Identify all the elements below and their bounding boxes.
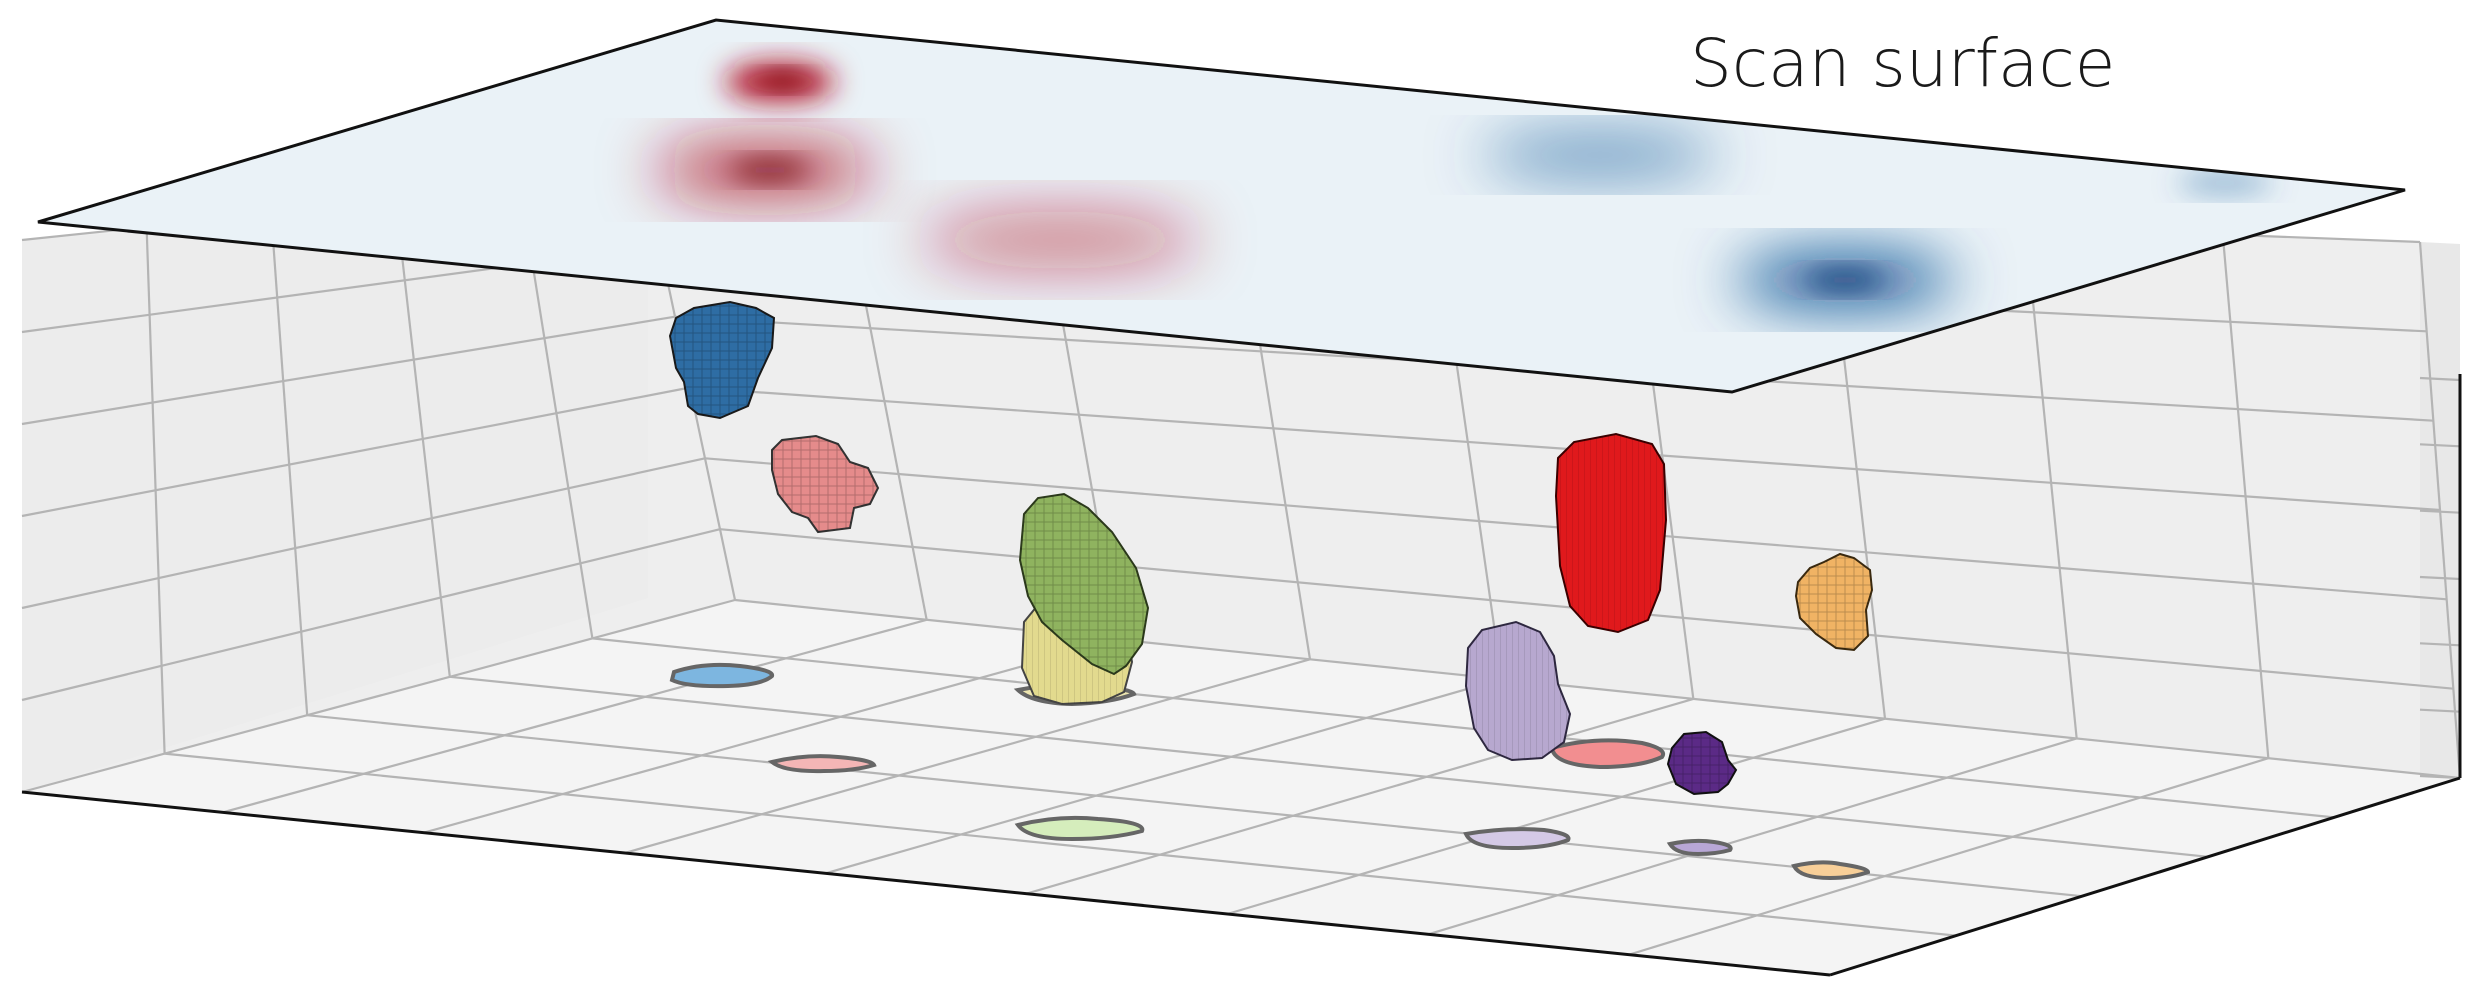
back-grid-line	[734, 598, 2461, 780]
floor-grid-line	[1427, 737, 2077, 936]
floor-grid-line	[307, 714, 2083, 898]
floor-grid-line	[222, 618, 927, 814]
body-purple	[1666, 730, 1738, 796]
anomaly-neg-3	[2177, 173, 2273, 193]
floor-grid-line	[1227, 717, 1886, 916]
scan-surface-edge	[37, 18, 2406, 394]
footprint-lilac	[1463, 827, 1571, 851]
footprint-green	[1014, 815, 1145, 842]
anomaly-pos-3	[920, 210, 1200, 270]
right-grid-line	[2419, 575, 2461, 581]
body-orange	[1794, 552, 1874, 652]
left-grid-line	[21, 528, 721, 702]
floor-grid-line	[592, 637, 2335, 819]
floor-grid-line	[1628, 757, 2269, 956]
floor-grid-line	[624, 658, 1311, 855]
footprint-orange	[1791, 860, 1871, 881]
body-blue	[668, 300, 776, 420]
right-grid-line	[2419, 509, 2461, 514]
right-grid-line	[2419, 376, 2461, 382]
anomaly-core-neg	[1805, 270, 1885, 290]
left-grid-line	[394, 200, 451, 677]
anomaly-neg-1	[1480, 135, 1720, 175]
body-green	[1018, 492, 1150, 676]
left-grid-line	[21, 386, 691, 518]
x-axis-line	[21, 790, 1831, 977]
floor-grid-line	[1026, 697, 1694, 895]
right-grid-line	[2419, 774, 2461, 780]
body-pink	[771, 434, 880, 534]
left-grid-line	[21, 457, 706, 610]
anomaly-core-pos	[763, 72, 803, 88]
footprint-pink	[767, 754, 877, 774]
right-grid-line	[2419, 443, 2461, 448]
left-grid-line	[145, 226, 166, 754]
footprint-blue	[669, 662, 775, 689]
left-pane	[22, 195, 648, 792]
floor-pane	[22, 600, 2460, 975]
floor-grid-line	[164, 752, 1957, 937]
left-grid-line	[21, 315, 676, 426]
body-lilac	[1464, 620, 1572, 762]
right-grid-line	[2419, 708, 2461, 713]
anomaly-core-pos-2	[730, 160, 810, 180]
right-grid-line	[2419, 642, 2461, 647]
floor-grid-line	[449, 675, 2209, 858]
scan-surface-label: Scan surface	[1690, 25, 2115, 102]
body-red	[1554, 432, 1668, 634]
footprint-purple	[1666, 838, 1733, 857]
floor-grid-line	[825, 678, 1502, 875]
y-axis-line	[1829, 776, 2461, 977]
back-grid-line	[689, 386, 2441, 512]
axis-lines	[21, 374, 2462, 977]
floor-grid-line	[423, 638, 1119, 834]
left-grid-line	[21, 598, 736, 794]
bodies	[668, 300, 1874, 796]
scan-surface: Scan surface	[37, 18, 2406, 394]
footprint-red	[1549, 738, 1665, 770]
left-grid-line	[270, 213, 309, 716]
